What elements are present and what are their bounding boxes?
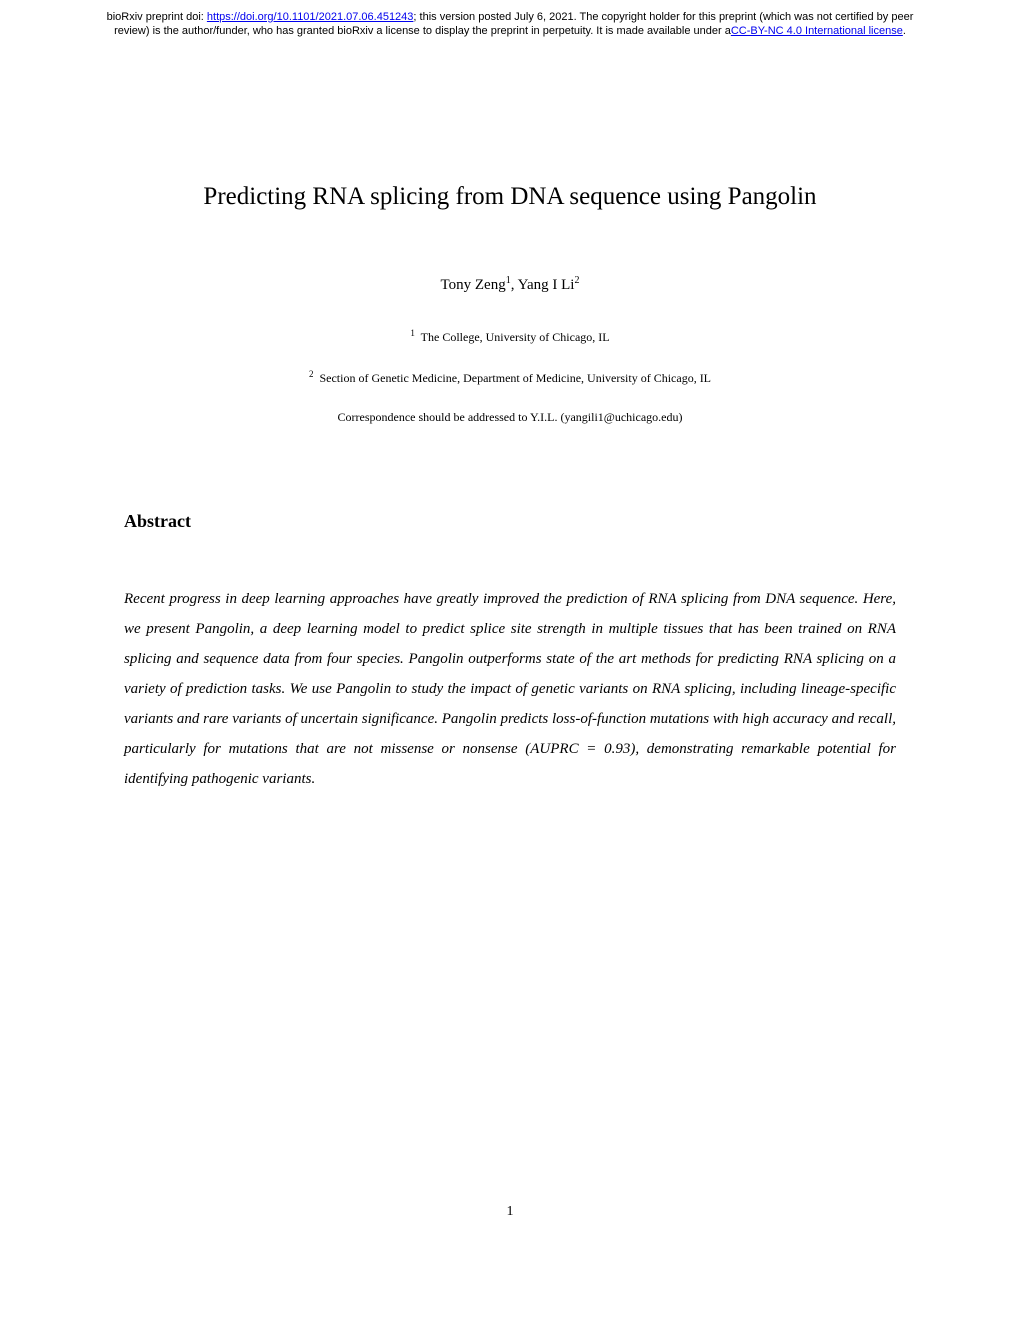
affiliation-1: 1 The College, University of Chicago, IL bbox=[124, 328, 896, 345]
abstract-heading: Abstract bbox=[124, 511, 896, 532]
license-link[interactable]: CC-BY-NC 4.0 International license bbox=[731, 25, 903, 37]
author-2-sup: 2 bbox=[574, 275, 579, 286]
affiliation-2: 2 Section of Genetic Medicine, Departmen… bbox=[124, 369, 896, 386]
banner-suffix: . bbox=[903, 25, 906, 37]
preprint-banner: bioRxiv preprint doi: https://doi.org/10… bbox=[0, 0, 1020, 43]
affiliation-2-text: Section of Genetic Medicine, Department … bbox=[316, 371, 711, 385]
page-content: Predicting RNA splicing from DNA sequenc… bbox=[0, 183, 1020, 794]
paper-title: Predicting RNA splicing from DNA sequenc… bbox=[124, 183, 896, 211]
abstract-body: Recent progress in deep learning approac… bbox=[124, 584, 896, 794]
author-sep: , bbox=[511, 277, 518, 293]
authors-line: Tony Zeng1, Yang I Li2 bbox=[124, 275, 896, 294]
author-1-name: Tony Zeng bbox=[441, 277, 506, 293]
doi-link[interactable]: https://doi.org/10.1101/2021.07.06.45124… bbox=[207, 11, 414, 23]
affiliation-2-sup: 2 bbox=[309, 369, 314, 379]
affiliation-1-sup: 1 bbox=[410, 328, 415, 338]
correspondence-line: Correspondence should be addressed to Y.… bbox=[124, 410, 896, 425]
affiliation-1-text: The College, University of Chicago, IL bbox=[418, 330, 610, 344]
author-2-name: Yang I Li bbox=[518, 277, 575, 293]
page-number: 1 bbox=[0, 1204, 1020, 1220]
banner-prefix: bioRxiv preprint doi: bbox=[107, 11, 207, 23]
